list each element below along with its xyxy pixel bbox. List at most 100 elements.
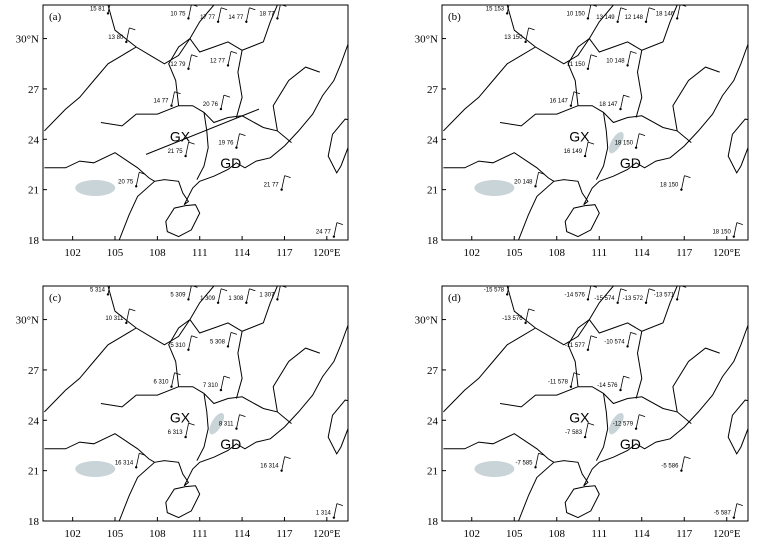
province-boundary — [672, 347, 720, 412]
province-boundary — [588, 319, 643, 334]
map-panel: 15 81 10 75 17 77 14 77 18 77 13 80 12 79 12 77… — [16, 0, 349, 259]
wind-barb — [584, 141, 589, 157]
region-label: GX — [170, 409, 191, 425]
border — [44, 152, 155, 182]
station-label: -14 576 — [597, 383, 618, 389]
lat-tick-label: 30°N — [415, 34, 438, 46]
province-boundary — [100, 105, 292, 143]
wind-barb — [676, 5, 681, 19]
wind-barb — [129, 308, 136, 312]
lat-tick-label: 24 — [427, 415, 439, 427]
wind-barb — [528, 308, 535, 312]
wind-barb — [573, 372, 581, 376]
wind-barb — [573, 91, 581, 95]
wind-barb — [590, 335, 598, 339]
wind-barb — [220, 94, 225, 110]
station-label: 18 150 — [615, 141, 634, 147]
wind-barb — [333, 222, 338, 237]
wind-barb — [191, 54, 198, 58]
wind-barb — [648, 288, 656, 292]
station-label: 5 308 — [210, 339, 226, 345]
wind-barb — [623, 94, 630, 98]
station-label: 8 311 — [219, 422, 234, 428]
lat-tick-label: 27 — [427, 84, 439, 96]
wind-barb — [620, 94, 624, 110]
station-label: 1 309 — [200, 296, 216, 302]
wind-barb — [645, 288, 650, 303]
station-label: -14 576 — [565, 292, 586, 298]
wind-barb — [107, 286, 111, 295]
station-label: 18 146 — [656, 11, 675, 17]
station-label: 18 150 — [660, 183, 679, 189]
wind-barb — [245, 7, 250, 22]
wind-barb — [249, 288, 256, 292]
wind-barb — [129, 27, 136, 31]
map-frame — [42, 285, 349, 522]
province-boundary — [500, 386, 692, 424]
lon-tick-label: 117 — [676, 528, 693, 540]
lon-tick-label: 111 — [192, 528, 208, 540]
wind-barb — [590, 54, 598, 58]
lat-tick-label: 30°N — [16, 34, 39, 46]
station — [276, 17, 279, 20]
wind-barb — [125, 27, 130, 43]
wind-barb — [220, 288, 228, 292]
region-label: GD — [220, 155, 241, 171]
wind-barb — [538, 171, 545, 175]
lon-tick-label: 102 — [64, 528, 81, 540]
wind-barb — [623, 375, 630, 379]
lon-tick-label: 114 — [634, 247, 651, 259]
wind-barb — [111, 0, 117, 1]
wind-barb — [217, 7, 222, 22]
region-label: GX — [170, 128, 191, 144]
province-boundary — [107, 286, 215, 346]
lon-tick-label: 102 — [464, 247, 481, 259]
station-label: 20 76 — [203, 102, 219, 108]
station-label: 18 147 — [599, 102, 618, 108]
wind-barb — [584, 422, 589, 438]
station-label: 16 147 — [550, 99, 569, 105]
wind-barb — [227, 51, 232, 66]
wind-barb — [733, 222, 738, 237]
island — [165, 204, 201, 238]
station-label: 16 149 — [564, 149, 583, 155]
panel-label: (c) — [49, 292, 62, 304]
lon-tick-label: 117 — [676, 247, 693, 259]
wind-barb — [135, 453, 140, 468]
wind-barb — [733, 503, 738, 518]
station-label: -12 579 — [613, 422, 634, 428]
lat-tick-label: 24 — [427, 134, 439, 146]
wind-barb — [627, 332, 631, 347]
wind-barb — [638, 133, 646, 137]
wind-barb — [239, 414, 246, 418]
wind-barb — [188, 5, 192, 19]
station — [170, 104, 173, 107]
lat-tick-label: 30°N — [415, 315, 438, 327]
station-label: 7 310 — [203, 383, 219, 389]
lat-tick-label: 18 — [28, 516, 40, 528]
province-boundary — [107, 5, 215, 65]
wind-barb — [230, 51, 238, 54]
wind-barb — [333, 503, 338, 518]
wind-barb — [188, 422, 195, 426]
station — [586, 67, 590, 70]
wind-barb — [284, 175, 291, 179]
station-label: 21 75 — [168, 149, 184, 155]
wind-barb — [676, 286, 681, 300]
wind-barb — [510, 280, 516, 282]
province-boundary — [44, 46, 137, 132]
province-boundary — [272, 347, 320, 412]
station-label: 16 314 — [115, 460, 134, 466]
station-label: 19 76 — [218, 141, 234, 147]
station-label: -15 578 — [484, 287, 505, 293]
wind-barb — [570, 372, 575, 387]
station-label: 17 77 — [200, 15, 216, 21]
station-label: -13 571 — [654, 292, 675, 298]
province-boundary — [500, 105, 692, 143]
wind-barb — [681, 456, 685, 471]
lon-tick-label: 102 — [464, 528, 481, 540]
lon-tick-label: 114 — [234, 247, 251, 259]
station-label: -7 583 — [565, 430, 583, 436]
province-boundary — [672, 66, 720, 131]
lon-tick-label: 108 — [149, 247, 166, 259]
